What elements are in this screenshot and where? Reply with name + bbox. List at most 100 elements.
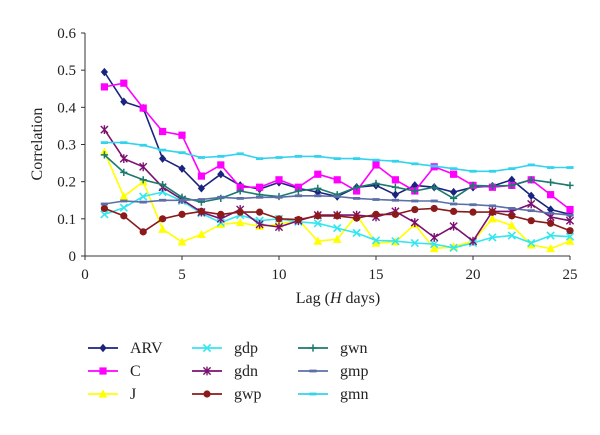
data-point-c — [256, 183, 264, 191]
series-layer — [100, 67, 575, 253]
legend-label-j: J — [130, 386, 136, 403]
data-point-c — [294, 183, 302, 191]
data-point-j — [177, 237, 187, 246]
data-point-gwp — [100, 204, 108, 213]
y-tick-label: 0.5 — [57, 63, 76, 79]
data-point-c — [333, 176, 341, 184]
x-tick-label: 15 — [369, 267, 384, 283]
data-point-c — [197, 172, 205, 180]
data-point-gmn — [508, 167, 516, 171]
data-point-gdp — [139, 192, 148, 201]
data-point-gwp — [450, 207, 458, 215]
legend-swatch-marker-gwp — [203, 390, 211, 398]
legend-item-gmn: gmn — [298, 386, 368, 403]
data-point-c — [314, 170, 322, 178]
data-point-gmp — [527, 209, 535, 213]
data-point-gmp — [139, 200, 147, 204]
legend-swatch-marker-c — [99, 367, 107, 375]
data-point-gdp — [507, 231, 516, 240]
legend-label-gwp: gwp — [234, 386, 262, 403]
data-point-gwn — [527, 176, 535, 184]
legend-label-gmp: gmp — [340, 363, 368, 380]
data-point-arv — [411, 181, 419, 190]
data-point-j — [546, 243, 555, 253]
data-point-gwp — [333, 212, 341, 220]
data-point-arv — [314, 187, 322, 197]
data-point-gmp — [256, 195, 264, 199]
y-tick-label: 0.6 — [57, 26, 76, 42]
data-point-gwn — [411, 187, 419, 195]
data-point-gwn — [508, 181, 516, 189]
legend-item-j: J — [88, 386, 136, 403]
data-point-j — [526, 240, 536, 249]
data-point-c — [391, 176, 399, 184]
data-point-gmp — [120, 199, 128, 203]
data-point-gwp — [275, 215, 283, 223]
legend-label-gmn: gmn — [340, 386, 368, 403]
data-point-gwp — [236, 208, 244, 216]
data-point-gdn — [468, 236, 478, 246]
series-line-gmn — [104, 141, 570, 173]
data-point-gwp — [256, 208, 264, 216]
data-point-arv — [159, 154, 167, 163]
data-point-gmn — [256, 157, 264, 161]
data-point-gdp — [391, 236, 400, 246]
data-point-gwp — [294, 215, 302, 224]
data-point-gmn — [488, 169, 496, 173]
data-point-gdn — [527, 199, 536, 209]
data-point-gwp — [430, 204, 438, 213]
data-point-gdn — [119, 154, 128, 164]
data-point-gmn — [527, 163, 535, 167]
data-point-gmp — [294, 194, 302, 198]
y-axis-label: Correlation — [29, 108, 46, 181]
data-point-gdp — [488, 233, 497, 242]
x-axis-label-italic: H — [329, 290, 343, 307]
legend-item-c: C — [88, 363, 141, 380]
data-point-arv — [391, 190, 399, 199]
data-point-gwn — [391, 183, 399, 191]
data-point-gmp — [314, 194, 322, 198]
data-point-gmp — [450, 202, 458, 206]
tick-labels: 0 0.1 0.2 0.3 0.4 0.5 0.6 0 5 10 15 20 25 — [57, 26, 577, 283]
legend-label-c: C — [130, 363, 141, 380]
data-point-gmn — [547, 166, 555, 169]
data-point-gdn — [449, 221, 458, 231]
data-point-j — [488, 214, 497, 223]
data-point-gmp — [353, 196, 361, 200]
legend-item-gdp: gdp — [192, 340, 258, 357]
data-point-j — [371, 238, 381, 247]
data-point-gdp — [430, 239, 439, 249]
data-point-c — [100, 83, 108, 91]
y-tick-label: 0.4 — [57, 100, 76, 116]
legend-swatch-marker-gdp — [202, 343, 212, 353]
data-point-gmp — [391, 198, 399, 202]
data-point-c — [159, 127, 167, 136]
data-point-gwp — [527, 217, 535, 225]
legend-label-arv: ARV — [130, 340, 163, 357]
data-point-j — [197, 229, 206, 239]
data-point-gdp — [565, 232, 575, 241]
data-point-gmp — [178, 198, 186, 202]
data-point-gmp — [508, 207, 516, 210]
data-point-gwn — [139, 176, 147, 184]
data-point-j — [429, 243, 439, 253]
data-point-gmn — [314, 154, 322, 158]
y-tick-label: 0.1 — [57, 212, 76, 228]
data-point-j — [119, 191, 129, 201]
data-point-gwn — [488, 182, 496, 190]
data-point-gwp — [411, 205, 419, 214]
legend-label-gdn: gdn — [234, 363, 258, 380]
data-point-gdn — [565, 216, 575, 226]
data-point-gmn — [294, 154, 302, 158]
data-point-c — [547, 191, 555, 199]
data-point-gmp — [275, 195, 283, 199]
data-point-gwp — [178, 210, 186, 218]
data-point-gmp — [333, 195, 341, 198]
data-point-gdp — [410, 238, 419, 248]
data-point-gdn — [410, 218, 419, 227]
data-point-gmn — [411, 162, 419, 166]
data-point-gwp — [508, 212, 516, 220]
data-point-c — [236, 183, 244, 191]
data-point-arv — [527, 191, 535, 200]
